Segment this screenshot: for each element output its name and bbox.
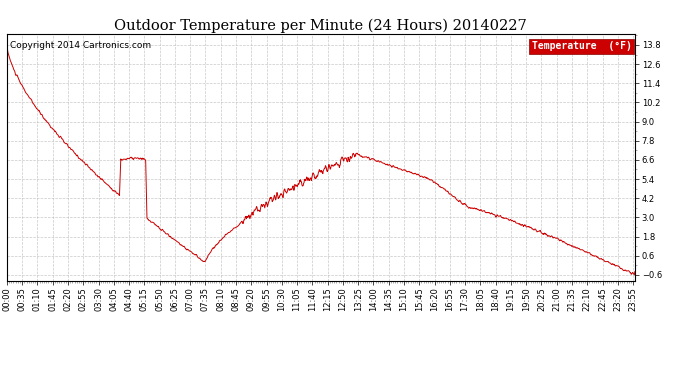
Title: Outdoor Temperature per Minute (24 Hours) 20140227: Outdoor Temperature per Minute (24 Hours… (115, 18, 527, 33)
Text: Temperature  (°F): Temperature (°F) (532, 41, 631, 51)
Text: Copyright 2014 Cartronics.com: Copyright 2014 Cartronics.com (10, 41, 151, 50)
